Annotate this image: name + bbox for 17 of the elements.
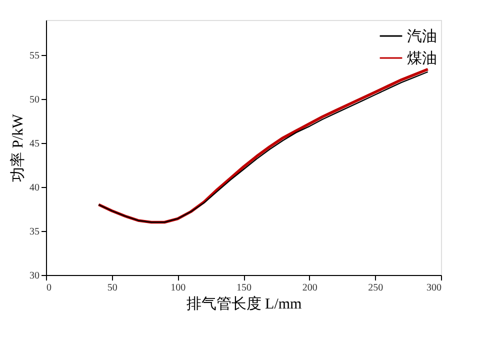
legend-label: 煤油 — [407, 50, 437, 67]
x-tick-label: 150 — [236, 282, 252, 294]
legend-label: 汽油 — [407, 28, 437, 45]
y-tick-label: 50 — [30, 94, 40, 106]
x-axis-title: 排气管长度 L/mm — [186, 296, 302, 312]
x-tick-label: 0 — [46, 282, 52, 294]
y-tick-label: 30 — [30, 270, 40, 282]
x-tick-label: 50 — [107, 282, 118, 294]
x-tick-label: 100 — [170, 282, 186, 294]
y-tick-label: 35 — [30, 226, 40, 238]
x-tick-label: 300 — [426, 282, 442, 294]
x-tick-label: 200 — [302, 282, 318, 294]
y-tick-label: 40 — [30, 182, 40, 194]
y-tick-label: 55 — [30, 50, 40, 62]
x-tick-label: 250 — [368, 282, 384, 294]
y-tick-label: 45 — [30, 138, 40, 150]
y-axis-title: 功率 P/kW — [10, 113, 26, 182]
